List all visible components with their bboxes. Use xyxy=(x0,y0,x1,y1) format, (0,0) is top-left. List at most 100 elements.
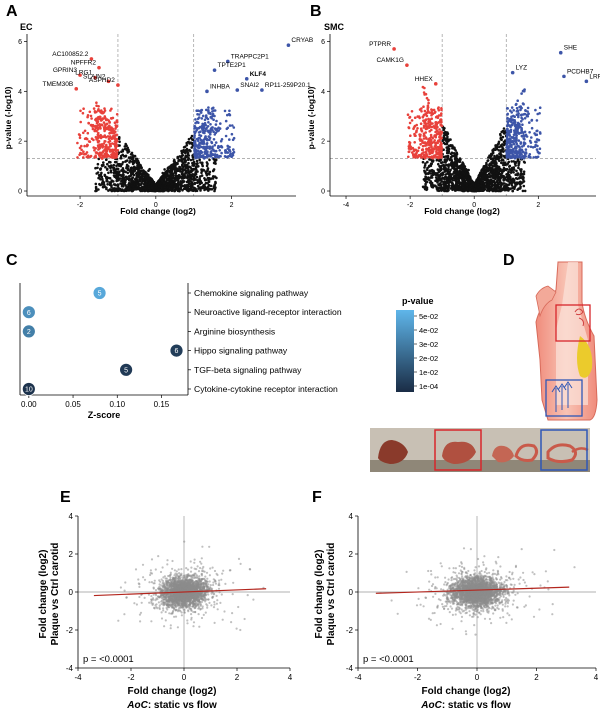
gene-point xyxy=(454,160,458,164)
gene-point xyxy=(123,145,127,148)
gene-point xyxy=(521,123,524,126)
gene-point xyxy=(510,166,514,170)
pathway-plot-xlabel: Z-score xyxy=(88,410,121,420)
gene-point xyxy=(191,182,194,186)
gene-point xyxy=(451,186,455,190)
gene-label: SNAI2 xyxy=(240,82,259,89)
gene-point xyxy=(210,116,213,120)
gene-point xyxy=(131,176,135,179)
gene-point xyxy=(422,137,426,140)
gene-point xyxy=(82,150,85,153)
gene-point xyxy=(206,145,209,148)
gene-point xyxy=(424,150,428,154)
gene-point xyxy=(523,161,526,164)
labeled-gene-point xyxy=(286,43,291,48)
y-tick-label: 2 xyxy=(18,139,22,146)
gene-point xyxy=(461,171,465,175)
gene-point xyxy=(211,145,214,148)
gene-point xyxy=(409,134,412,137)
gene-point xyxy=(97,188,100,191)
gene-point xyxy=(514,181,518,185)
gene-point xyxy=(176,185,179,189)
panel-label-b: B xyxy=(310,3,322,20)
gene-point xyxy=(426,140,430,144)
gene-point xyxy=(463,164,466,168)
gene-point xyxy=(516,177,519,181)
gene-point xyxy=(484,170,488,173)
gene-point xyxy=(517,162,521,165)
gene-point xyxy=(142,189,145,192)
gene-point xyxy=(505,188,509,191)
gene-point xyxy=(501,146,504,149)
gene-point xyxy=(424,127,428,131)
gene-point xyxy=(449,181,453,184)
gene-point xyxy=(515,155,518,159)
gene-point xyxy=(499,152,503,156)
gene-point xyxy=(512,178,515,181)
gene-point xyxy=(518,187,522,190)
gene-point xyxy=(536,112,539,116)
gene-point xyxy=(511,141,515,144)
gene-point xyxy=(196,170,199,173)
gene-point xyxy=(419,133,422,137)
gene-point xyxy=(203,156,206,159)
gene-point xyxy=(195,175,199,179)
gene-point xyxy=(493,183,497,186)
gene-point xyxy=(445,146,449,149)
gene-point xyxy=(524,152,528,155)
gene-point xyxy=(129,187,133,191)
x-tick-label: 0.05 xyxy=(65,400,81,409)
gene-point xyxy=(79,120,82,124)
gene-point xyxy=(199,161,202,164)
gene-point xyxy=(431,186,435,189)
gene-point xyxy=(196,117,200,121)
gene-point xyxy=(230,132,234,136)
gene-point xyxy=(475,188,478,192)
gene-point xyxy=(194,118,197,121)
gene-label: PTPRR xyxy=(369,41,391,48)
gene-point xyxy=(517,126,521,129)
x-tick-label: 2 xyxy=(536,202,540,209)
gene-point xyxy=(110,186,113,189)
gene-point xyxy=(196,181,199,184)
gene-point xyxy=(485,173,489,177)
gene-point xyxy=(208,147,212,150)
gene-point xyxy=(196,113,199,116)
gene-point xyxy=(504,168,508,171)
gene-point xyxy=(116,174,120,178)
pathway-label: Cytokine-cytokine receptor interaction xyxy=(194,384,338,394)
gene-point xyxy=(211,177,215,180)
gene-point xyxy=(94,182,98,186)
gene-point xyxy=(134,179,137,183)
gene-point xyxy=(187,161,190,165)
gene-point xyxy=(538,106,542,109)
gene-point xyxy=(163,188,167,192)
gene-point xyxy=(437,114,441,117)
gene-label: GPRIN3 xyxy=(53,67,78,74)
gene-point xyxy=(500,161,503,165)
gene-point xyxy=(103,173,107,177)
gene-point xyxy=(76,141,79,145)
gene-point xyxy=(122,173,125,177)
gene-point xyxy=(445,178,449,181)
volcano-ec-title: EC xyxy=(20,22,33,32)
gene-point xyxy=(439,149,443,152)
legend-tick-label: 5e-02 xyxy=(419,312,438,321)
pathway-dot-count: 6 xyxy=(27,310,31,317)
gene-point xyxy=(206,125,210,128)
gene-point xyxy=(159,188,163,192)
legend-tick-label: 1e-04 xyxy=(419,382,438,391)
gene-point xyxy=(174,183,177,187)
pathway-label: Neuroactive ligand-receptor interaction xyxy=(194,307,342,317)
gene-point xyxy=(164,170,167,174)
gene-point xyxy=(118,162,122,166)
gene-point xyxy=(228,138,231,141)
pathway-label: Chemokine signaling pathway xyxy=(194,288,309,298)
gene-point xyxy=(212,169,215,172)
gene-point xyxy=(194,143,197,146)
gene-point xyxy=(437,162,440,166)
gene-point xyxy=(116,167,120,171)
labeled-gene-point xyxy=(212,68,217,72)
gene-point xyxy=(126,188,130,191)
gene-point xyxy=(194,121,197,125)
